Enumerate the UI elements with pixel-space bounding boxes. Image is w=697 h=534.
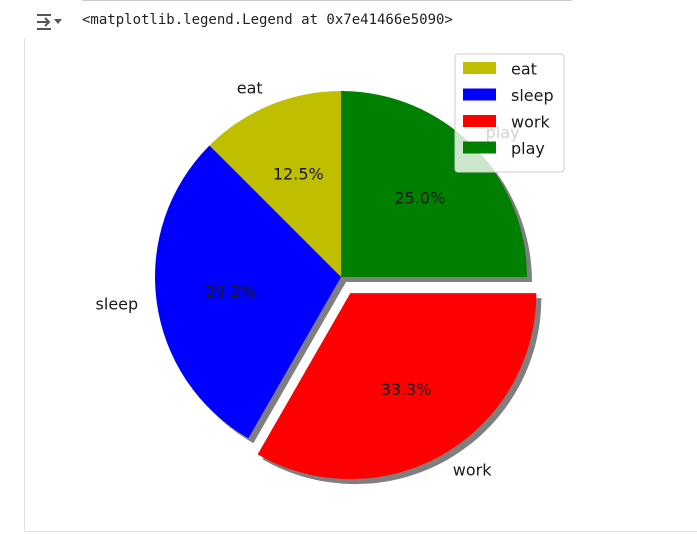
pie-wedge-work	[257, 293, 537, 480]
chart-legend: eat sleep work play	[454, 53, 565, 173]
pie-wedge-play	[341, 91, 527, 277]
pct-label-eat: 12.5%	[273, 164, 324, 183]
figure-output-area	[24, 38, 697, 532]
legend-label-play: play	[511, 139, 545, 158]
output-repr-text: <matplotlib.legend.Legend at 0x7e41466e5…	[82, 12, 453, 28]
pie-wedge-sleep	[154, 145, 341, 439]
legend-swatch-work	[463, 115, 496, 127]
cell-divider	[82, 0, 572, 1]
legend-swatch-play	[463, 141, 496, 154]
pct-label-play: 25.0%	[394, 189, 445, 208]
legend-label-eat: eat	[511, 60, 537, 79]
legend-swatch-eat	[463, 62, 496, 74]
pie-wedge-eat	[209, 91, 341, 277]
pct-label-work: 33.3%	[381, 380, 432, 399]
pct-label-sleep: 29.2%	[205, 282, 256, 301]
legend-label-work: work	[511, 113, 550, 132]
legend-swatch-sleep	[463, 88, 496, 101]
category-label-work: work	[453, 461, 492, 480]
category-label-sleep: sleep	[96, 294, 139, 313]
legend-label-sleep: sleep	[511, 86, 554, 105]
category-label-eat: eat	[237, 78, 263, 97]
output-toggle-icon[interactable]	[33, 9, 63, 35]
